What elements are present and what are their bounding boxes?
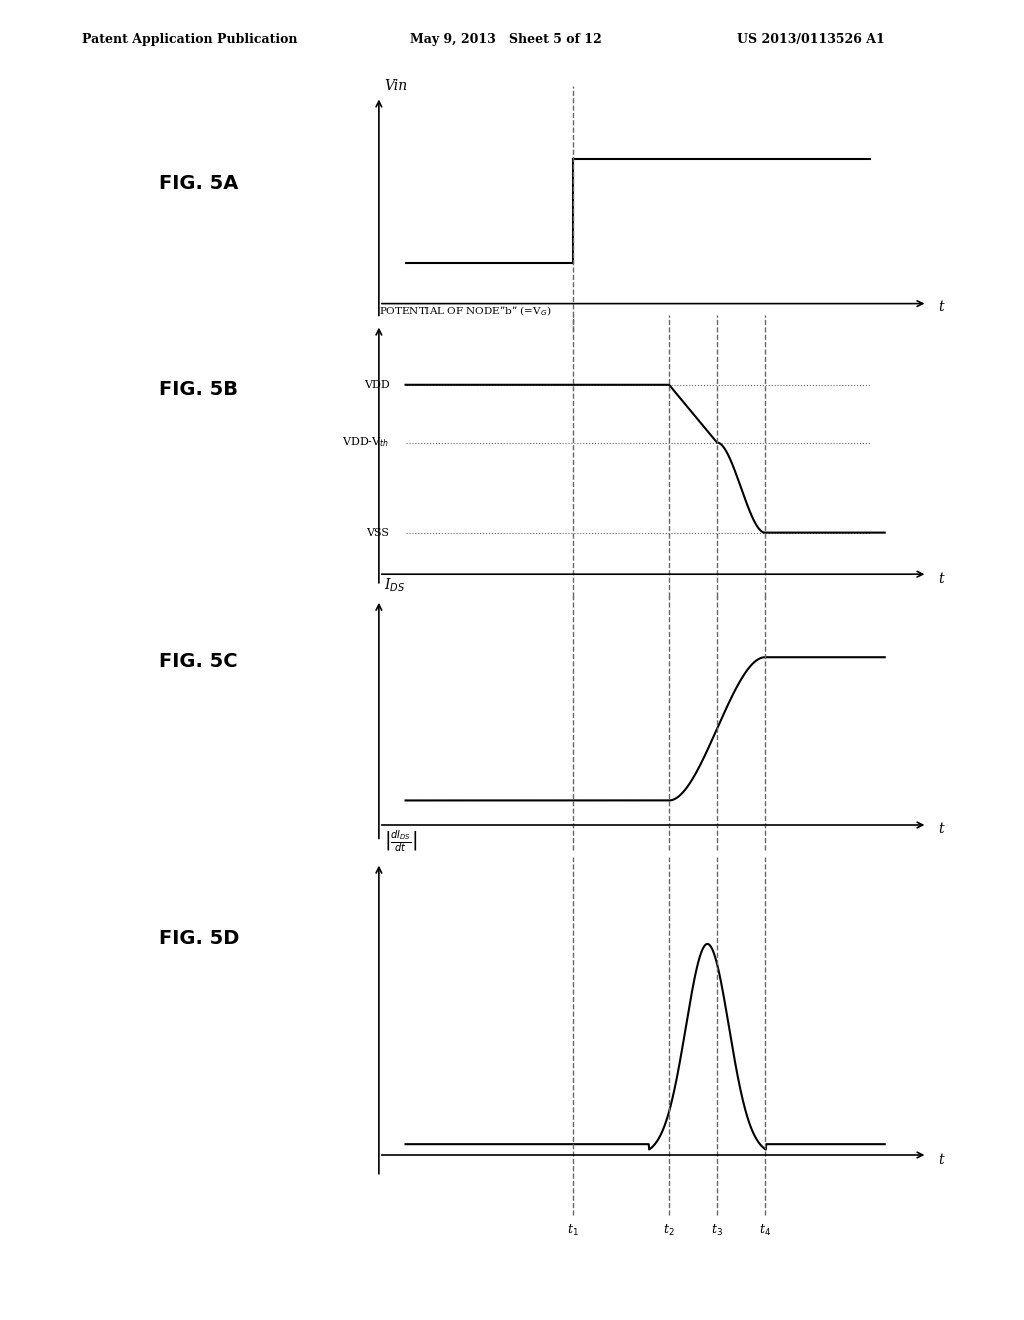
Text: Vin: Vin — [384, 79, 408, 92]
Text: POTENTIAL OF NODE”b” (=V$_G$): POTENTIAL OF NODE”b” (=V$_G$) — [379, 304, 551, 318]
Text: t$_3$: t$_3$ — [711, 1222, 723, 1238]
Text: FIG. 5B: FIG. 5B — [159, 380, 238, 399]
Text: FIG. 5C: FIG. 5C — [159, 652, 238, 671]
Text: t$_2$: t$_2$ — [664, 1222, 675, 1238]
Text: t: t — [938, 1154, 943, 1167]
Text: May 9, 2013   Sheet 5 of 12: May 9, 2013 Sheet 5 of 12 — [410, 33, 601, 46]
Text: t$_1$: t$_1$ — [567, 1222, 580, 1238]
Text: t: t — [938, 572, 943, 586]
Text: t: t — [938, 300, 943, 314]
Text: VDD: VDD — [364, 380, 389, 389]
Text: Patent Application Publication: Patent Application Publication — [82, 33, 297, 46]
Text: $\left|\frac{dI_{DS}}{dt}\right|$: $\left|\frac{dI_{DS}}{dt}\right|$ — [384, 829, 418, 854]
Text: US 2013/0113526 A1: US 2013/0113526 A1 — [737, 33, 885, 46]
Text: FIG. 5A: FIG. 5A — [159, 174, 239, 193]
Text: t$_4$: t$_4$ — [759, 1222, 771, 1238]
Text: VDD-V$_{th}$: VDD-V$_{th}$ — [342, 436, 389, 449]
Text: FIG. 5D: FIG. 5D — [159, 929, 239, 948]
Text: I$_{DS}$: I$_{DS}$ — [384, 577, 406, 594]
Text: VSS: VSS — [367, 528, 389, 537]
Text: t: t — [938, 822, 943, 836]
